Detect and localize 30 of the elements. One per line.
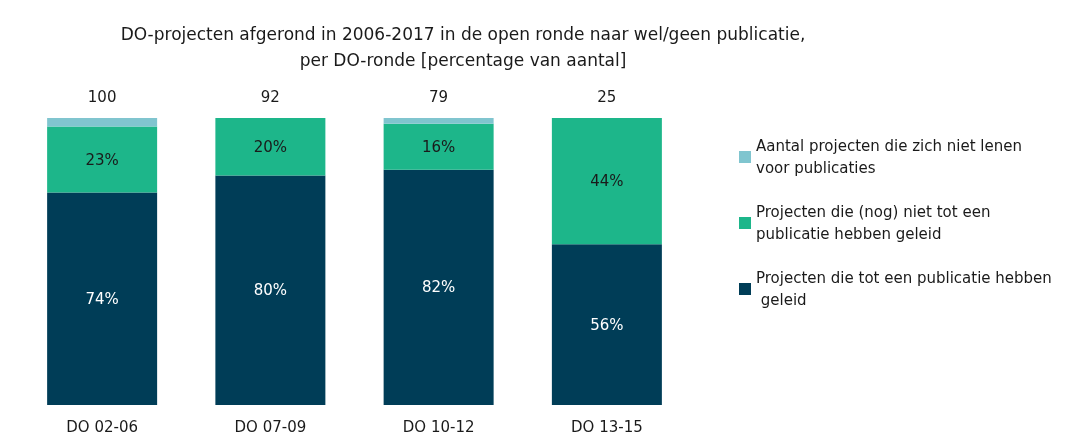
bar — [551, 244, 662, 405]
bar — [383, 118, 494, 124]
data-label: 20% — [253, 137, 288, 156]
bar — [215, 118, 326, 176]
bar — [47, 126, 158, 193]
legend-label: Aantal projecten die zich niet lenen voor publicaties — [756, 137, 1027, 177]
annotation: 25 — [597, 87, 617, 106]
annotation: 79 — [429, 87, 449, 106]
data-label: 23% — [85, 150, 119, 169]
legend-label: Projecten die tot een publicatie hebben geleid — [756, 269, 1052, 309]
x-tick-label: DO 07-09 — [234, 417, 307, 436]
data-label: 16% — [421, 137, 456, 156]
bar — [47, 192, 158, 405]
bar — [215, 175, 326, 405]
data-label: 44% — [590, 172, 624, 191]
data-label: 74% — [85, 289, 119, 308]
chart-title: DO-projecten afgerond in 2006-2017 in de open ronde naar wel/geen publicatie, per DO-ronde [percentage van aantal] — [120, 24, 806, 70]
annotation: 100 — [87, 87, 117, 106]
bar — [47, 118, 158, 127]
data-label: 80% — [253, 281, 288, 300]
x-tick-label: DO 10-12 — [402, 417, 475, 436]
bar — [383, 169, 494, 405]
data-label: 82% — [421, 278, 456, 297]
bar — [383, 123, 494, 170]
data-label: 56% — [590, 315, 624, 334]
bar — [551, 118, 662, 245]
x-tick-label: DO 13-15 — [571, 417, 643, 436]
x-tick-label: DO 02-06 — [66, 417, 138, 436]
legend-label: Projecten die (nog) niet tot een publicatie hebben geleid — [756, 203, 996, 243]
annotation: 92 — [260, 87, 280, 106]
